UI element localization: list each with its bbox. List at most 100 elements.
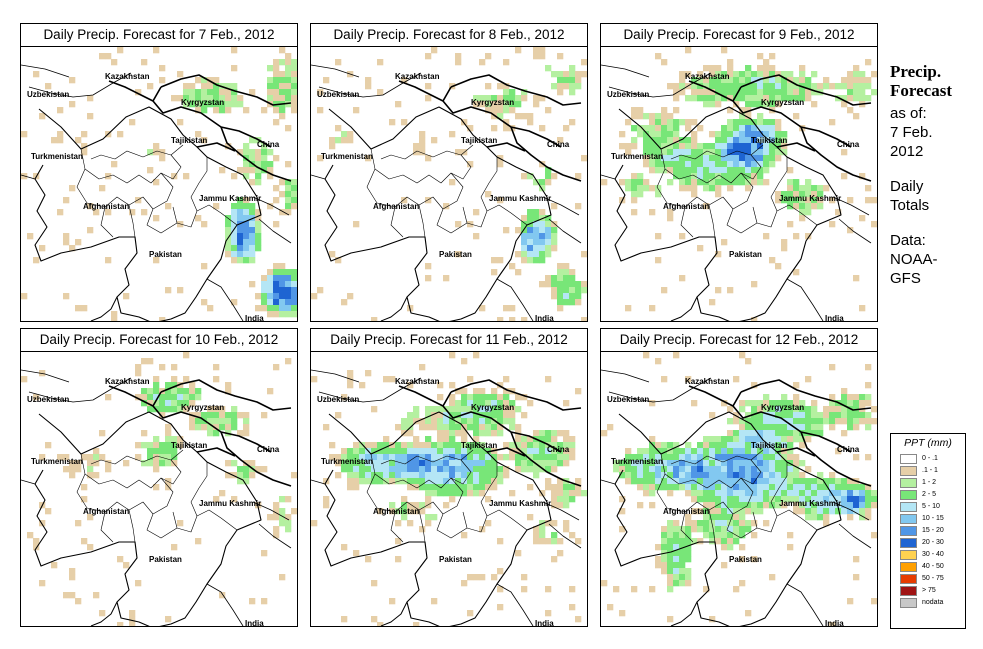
precip-cell bbox=[407, 454, 414, 461]
province-boundaries bbox=[76, 144, 238, 238]
precip-cell bbox=[637, 466, 644, 473]
precip-cell bbox=[425, 197, 432, 204]
precip-cell bbox=[195, 538, 202, 545]
precip-cell bbox=[787, 490, 794, 497]
precip-cell bbox=[799, 508, 806, 515]
precip-cell bbox=[69, 185, 76, 192]
precip-cell bbox=[503, 406, 510, 413]
precip-cell bbox=[395, 472, 402, 479]
precip-cell bbox=[703, 460, 710, 467]
precip-cell bbox=[153, 400, 160, 407]
country-label-turkmenistan: Turkmenistan bbox=[321, 152, 373, 161]
precip-cell bbox=[655, 131, 662, 138]
precip-cell bbox=[787, 466, 794, 473]
precip-cell bbox=[685, 125, 692, 132]
precip-cell bbox=[811, 89, 818, 96]
precip-cell bbox=[575, 538, 582, 545]
country-label-uzbekistan: Uzbekistan bbox=[317, 395, 359, 404]
precip-cell bbox=[557, 490, 564, 497]
precip-cell bbox=[793, 466, 800, 473]
precip-cell bbox=[793, 430, 800, 437]
precip-cell bbox=[69, 460, 76, 467]
precip-cell bbox=[865, 364, 872, 371]
precip-cell bbox=[625, 460, 632, 467]
precip-cell bbox=[249, 233, 256, 240]
precip-cell bbox=[557, 137, 564, 144]
precip-cell bbox=[685, 490, 692, 497]
precip-cell bbox=[733, 502, 740, 509]
precip-cell bbox=[709, 167, 716, 174]
precip-cell bbox=[817, 83, 824, 90]
precip-cell bbox=[757, 53, 764, 60]
precip-cell bbox=[757, 436, 764, 443]
precip-cell bbox=[377, 442, 384, 449]
precip-cell bbox=[841, 77, 848, 84]
precip-cell bbox=[817, 472, 824, 479]
panel-title: Daily Precip. Forecast for 12 Feb., 2012 bbox=[600, 328, 878, 352]
precip-cell bbox=[255, 149, 262, 156]
precip-cell bbox=[443, 490, 450, 497]
legend-swatch bbox=[900, 490, 917, 500]
precip-cell bbox=[661, 526, 668, 533]
precip-cell bbox=[727, 107, 734, 114]
precip-cell bbox=[413, 466, 420, 473]
precip-cell bbox=[539, 532, 546, 539]
precip-cell bbox=[431, 137, 438, 144]
precip-cell bbox=[871, 490, 877, 497]
precip-cell bbox=[697, 538, 704, 545]
precip-cell bbox=[637, 191, 644, 198]
precip-cell bbox=[727, 454, 734, 461]
precip-cell bbox=[467, 466, 474, 473]
precip-cell bbox=[631, 185, 638, 192]
precip-cell bbox=[679, 275, 686, 282]
precip-cell bbox=[551, 83, 558, 90]
precip-cell bbox=[769, 119, 776, 126]
precip-cell bbox=[643, 472, 650, 479]
precip-map: Uzbekistan Kazakhstan Kyrgyzstan Tajikistan… bbox=[600, 46, 878, 322]
precip-cell bbox=[159, 400, 166, 407]
precip-cell bbox=[159, 412, 166, 419]
precip-cell bbox=[473, 388, 480, 395]
precip-cell bbox=[655, 137, 662, 144]
precip-cell bbox=[745, 478, 752, 485]
precip-cell bbox=[473, 460, 480, 467]
precip-cell bbox=[545, 215, 552, 222]
precip-cell bbox=[859, 496, 866, 503]
precip-cell bbox=[51, 562, 58, 569]
precip-cell bbox=[697, 89, 704, 96]
precip-cell bbox=[739, 496, 746, 503]
precip-cell bbox=[805, 83, 812, 90]
international-border bbox=[34, 106, 262, 321]
legend-item: 1 - 2 bbox=[891, 477, 965, 489]
precip-cell bbox=[685, 556, 692, 563]
precip-cell bbox=[667, 442, 674, 449]
precip-cell bbox=[727, 71, 734, 78]
precip-cell bbox=[33, 71, 40, 78]
country-label-india: India bbox=[825, 619, 844, 626]
precip-cell bbox=[781, 472, 788, 479]
precip-cell bbox=[769, 89, 776, 96]
precip-cell bbox=[539, 251, 546, 258]
precip-cell bbox=[781, 454, 788, 461]
precip-cell bbox=[853, 113, 860, 120]
precip-cell bbox=[793, 394, 800, 401]
precip-cell bbox=[575, 281, 582, 288]
precip-cell bbox=[811, 478, 818, 485]
precip-cell bbox=[805, 436, 812, 443]
precip-cell bbox=[273, 311, 280, 318]
precip-cell bbox=[769, 424, 776, 431]
precip-cell bbox=[141, 394, 148, 401]
precip-cell bbox=[733, 412, 740, 419]
precip-cell bbox=[575, 293, 582, 300]
precip-cell bbox=[787, 430, 794, 437]
precip-cell bbox=[709, 526, 716, 533]
precip-cell bbox=[497, 95, 504, 102]
precip-cell bbox=[539, 281, 546, 288]
precip-map: Uzbekistan Kazakhstan Kyrgyzstan Tajikistan… bbox=[600, 351, 878, 627]
precip-cell bbox=[377, 89, 384, 96]
country-label-pakistan: Pakistan bbox=[729, 555, 762, 564]
precip-cell bbox=[763, 119, 770, 126]
precip-cell bbox=[153, 448, 160, 455]
precip-cell bbox=[739, 113, 746, 120]
precip-cell bbox=[575, 203, 582, 210]
